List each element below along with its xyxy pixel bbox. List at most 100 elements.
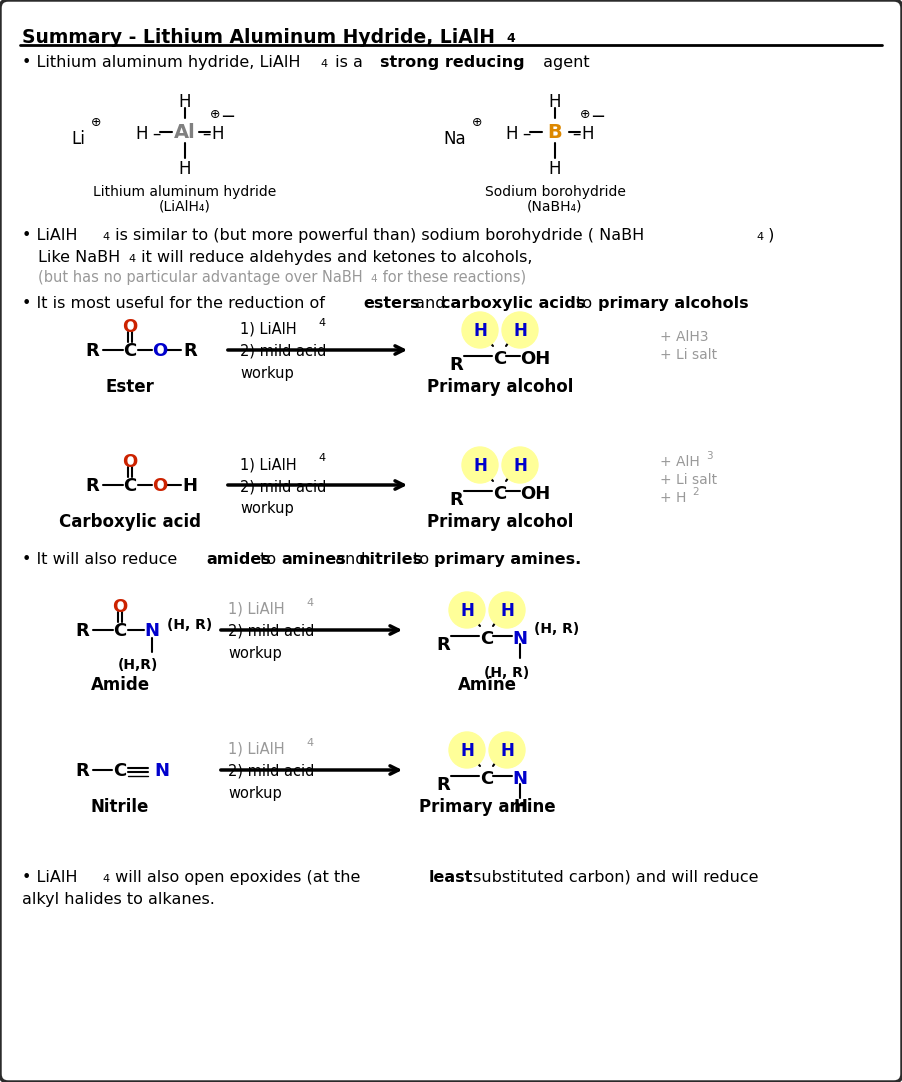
Text: H: H	[179, 93, 191, 111]
Text: ⊕: ⊕	[91, 116, 101, 129]
Text: workup: workup	[240, 501, 294, 516]
Text: R: R	[449, 491, 463, 509]
Text: H: H	[513, 457, 527, 475]
Text: C: C	[124, 477, 136, 494]
Text: + Li salt: + Li salt	[660, 348, 717, 362]
Text: O: O	[123, 318, 138, 337]
Text: C: C	[493, 485, 507, 503]
Text: and: and	[410, 296, 451, 311]
Text: agent: agent	[538, 55, 590, 70]
Text: O: O	[113, 598, 127, 616]
Text: + Li salt: + Li salt	[660, 473, 717, 487]
Text: –: –	[572, 126, 580, 143]
Text: it will reduce aldehydes and ketones to alcohols,: it will reduce aldehydes and ketones to …	[136, 250, 532, 265]
Text: (H,R): (H,R)	[118, 658, 158, 672]
Text: −: −	[220, 108, 235, 126]
Text: H: H	[548, 160, 561, 179]
Text: Primary alcohol: Primary alcohol	[427, 513, 573, 531]
Text: workup: workup	[240, 366, 294, 381]
Text: ⊕: ⊕	[210, 108, 220, 121]
Text: R: R	[449, 356, 463, 374]
Text: H: H	[135, 126, 148, 143]
Text: strong reducing: strong reducing	[380, 55, 525, 70]
Text: • It will also reduce: • It will also reduce	[22, 552, 182, 567]
Circle shape	[489, 733, 525, 768]
Text: C: C	[114, 762, 126, 780]
Text: 1) LiAlH: 1) LiAlH	[240, 322, 297, 337]
Text: (but has no particular advantage over NaBH: (but has no particular advantage over Na…	[38, 270, 363, 285]
Text: R: R	[437, 636, 450, 654]
Text: O: O	[123, 453, 138, 471]
Text: H: H	[500, 602, 514, 620]
Text: + AlH: + AlH	[660, 456, 700, 469]
Text: C: C	[124, 342, 136, 360]
Text: is a: is a	[330, 55, 368, 70]
Text: 3: 3	[706, 451, 713, 461]
Text: C: C	[481, 630, 493, 648]
Circle shape	[502, 447, 538, 483]
Text: Like NaBH: Like NaBH	[38, 250, 120, 265]
Circle shape	[449, 592, 485, 628]
Text: • LiAlH: • LiAlH	[22, 228, 78, 243]
Text: H: H	[460, 602, 474, 620]
Text: Sodium borohydride: Sodium borohydride	[484, 185, 625, 199]
Text: least: least	[429, 870, 474, 885]
Text: workup: workup	[228, 786, 281, 801]
Text: H: H	[473, 457, 487, 475]
Text: 4: 4	[306, 738, 313, 748]
Text: O: O	[152, 477, 168, 494]
Text: –: –	[152, 126, 161, 143]
Text: H: H	[506, 126, 519, 143]
Text: Na: Na	[444, 130, 466, 148]
Text: 4: 4	[318, 318, 325, 328]
Text: C: C	[493, 349, 507, 368]
Text: R: R	[183, 342, 197, 360]
Text: alkyl halides to alkanes.: alkyl halides to alkanes.	[22, 892, 215, 907]
Text: H: H	[212, 126, 225, 143]
Text: R: R	[75, 622, 89, 639]
Text: –: –	[202, 126, 210, 143]
Text: esters: esters	[363, 296, 419, 311]
Text: –: –	[522, 126, 530, 143]
Text: 4: 4	[128, 254, 135, 264]
Text: O: O	[152, 342, 168, 360]
Text: 4: 4	[320, 60, 327, 69]
Text: Lithium aluminum hydride: Lithium aluminum hydride	[94, 185, 277, 199]
Text: N: N	[512, 630, 528, 648]
Text: (H, R): (H, R)	[484, 667, 529, 679]
Text: OH: OH	[520, 349, 550, 368]
Text: H: H	[182, 477, 198, 494]
Text: nitriles: nitriles	[359, 552, 423, 567]
Text: N: N	[144, 622, 160, 639]
Text: H: H	[548, 93, 561, 111]
Text: 4: 4	[102, 874, 109, 884]
Text: 2) mild acid: 2) mild acid	[228, 764, 315, 779]
Text: is similar to (but more powerful than) sodium borohydride ( NaBH: is similar to (but more powerful than) s…	[110, 228, 644, 243]
Text: amides: amides	[206, 552, 271, 567]
Text: 4: 4	[506, 32, 515, 45]
Text: • Lithium aluminum hydride, LiAlH: • Lithium aluminum hydride, LiAlH	[22, 55, 300, 70]
Text: H: H	[473, 322, 487, 340]
Text: 4: 4	[370, 274, 377, 283]
Text: substituted carbon) and will reduce: substituted carbon) and will reduce	[468, 870, 759, 885]
Text: • It is most useful for the reduction of: • It is most useful for the reduction of	[22, 296, 330, 311]
Text: ⊕: ⊕	[580, 108, 590, 121]
Text: primary alcohols: primary alcohols	[598, 296, 749, 311]
Text: • LiAlH: • LiAlH	[22, 870, 78, 885]
Text: H: H	[500, 742, 514, 760]
Text: 2) mild acid: 2) mild acid	[228, 624, 315, 639]
Text: C: C	[481, 770, 493, 788]
Text: Li: Li	[71, 130, 85, 148]
Text: 4: 4	[756, 232, 763, 242]
Text: H: H	[460, 742, 474, 760]
Text: + AlH3: + AlH3	[660, 330, 708, 344]
Text: H: H	[513, 799, 527, 816]
Text: ): )	[763, 228, 775, 243]
Text: workup: workup	[228, 646, 281, 661]
Text: ⊕: ⊕	[472, 116, 483, 129]
Text: (LiAlH₄): (LiAlH₄)	[159, 200, 211, 214]
Text: Amide: Amide	[90, 676, 150, 694]
Text: Carboxylic acid: Carboxylic acid	[59, 513, 201, 531]
Text: Primary alcohol: Primary alcohol	[427, 378, 573, 396]
Text: 4: 4	[102, 232, 109, 242]
